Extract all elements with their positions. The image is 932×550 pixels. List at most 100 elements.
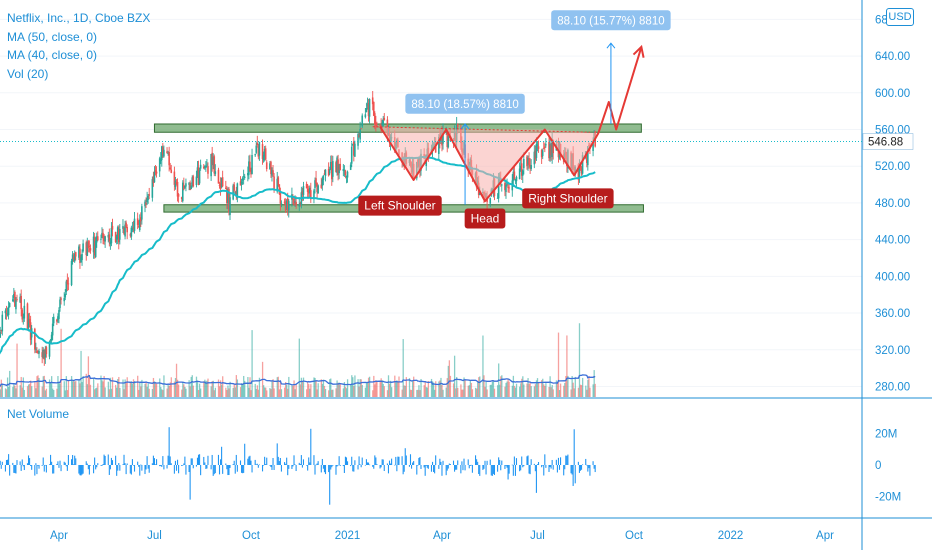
candle [305, 181, 308, 189]
candle [346, 170, 349, 183]
candle [131, 221, 134, 233]
candle-body [173, 171, 176, 185]
candle [170, 164, 173, 174]
net-volume-bar [6, 459, 9, 465]
net-volume-bar [585, 458, 587, 465]
volume-bar [30, 380, 32, 397]
volume-bar [343, 382, 346, 397]
candle [218, 181, 221, 189]
candle [518, 162, 521, 180]
net-volume-bar [478, 465, 480, 475]
candle-body [343, 169, 346, 172]
net-volume-bar [9, 465, 11, 476]
volume-bars [0, 323, 596, 397]
net-volume-bar [528, 465, 530, 474]
candle [262, 151, 265, 163]
candle [174, 176, 177, 190]
volume-bar [140, 386, 142, 397]
candle-body [346, 171, 349, 178]
candle [100, 234, 102, 244]
net-volume-bar [152, 455, 154, 465]
net-volume-bar [36, 465, 38, 475]
candle [101, 227, 103, 239]
volume-bar [322, 379, 325, 397]
net-volume-title: Net Volume [7, 407, 70, 421]
volume-bar [519, 386, 521, 397]
candle [154, 164, 157, 176]
net-volume-bar [29, 458, 31, 465]
volume-bar [309, 388, 311, 397]
candle-body [60, 298, 62, 300]
candle-body [277, 177, 280, 185]
volume-bar [418, 385, 420, 397]
candle [512, 167, 515, 187]
candle-body [110, 227, 113, 244]
net-volume-bar [448, 463, 450, 465]
volume-bar [456, 377, 458, 397]
volume-bar [41, 386, 43, 397]
measure-label-1-group: 88.10 (18.57%) 8810 [405, 93, 525, 114]
net-volume-bar [463, 458, 465, 465]
net-volume-bar [67, 455, 69, 465]
candle [166, 147, 168, 154]
net-volume-bar [133, 465, 136, 472]
volume-bar [196, 380, 199, 397]
candle [4, 308, 7, 320]
volume-bar [461, 389, 463, 397]
net-volume-bar [53, 465, 55, 474]
net-volume-bar [430, 465, 433, 472]
volume-bar [188, 380, 190, 397]
legend-symbol: Netflix, Inc., 1D, Cboe BZX [7, 11, 151, 25]
left-shoulder-area [380, 126, 447, 180]
candle-body [202, 166, 205, 169]
measure-label-1-background [405, 93, 525, 114]
volume-bar [469, 380, 472, 397]
net-volume-bar [75, 458, 77, 465]
candle-body [273, 176, 275, 190]
candle [243, 173, 246, 180]
candle [180, 196, 183, 202]
volume-bar [316, 389, 318, 397]
volume-bar [51, 376, 53, 397]
candle-body [126, 226, 128, 233]
right-shoulder-label: Right Shoulder [528, 191, 607, 205]
candle [35, 342, 37, 353]
candle [26, 302, 29, 331]
currency-button[interactable]: USD [886, 8, 914, 26]
volume-bar [449, 375, 452, 397]
candle-body [147, 195, 149, 200]
volume-bar [353, 386, 355, 397]
candle-body [344, 170, 347, 176]
net-volume-bar [195, 465, 197, 467]
candle [43, 348, 46, 366]
net-volume-bar [530, 459, 532, 465]
net-volume-bar [26, 463, 29, 465]
candle-body [122, 226, 124, 229]
candle [34, 327, 36, 354]
net-volume-bar [513, 456, 515, 465]
candle-body [227, 190, 229, 204]
volume-bar [468, 385, 470, 397]
net-volume-bar [108, 465, 110, 475]
net-volume-tick-label: 0 [875, 460, 881, 472]
candle-body [136, 218, 139, 225]
candle [152, 171, 155, 187]
volume-bar [250, 390, 252, 397]
candle [307, 185, 310, 199]
net-volume-bar [109, 465, 111, 470]
candle-body [442, 130, 444, 144]
net-volume-bar [38, 465, 40, 469]
candle [129, 232, 132, 238]
candle-body [294, 201, 296, 203]
volume-bar [489, 384, 491, 397]
volume-bar [542, 378, 544, 397]
net-volume-bar [412, 462, 414, 465]
net-volume-bar [58, 465, 60, 468]
candle [16, 294, 18, 302]
candle-body [5, 313, 8, 314]
volume-bar [66, 390, 69, 397]
net-volume-bar [497, 465, 499, 472]
candle-body [529, 164, 531, 167]
candle [144, 199, 146, 213]
volume-bar [226, 389, 228, 397]
